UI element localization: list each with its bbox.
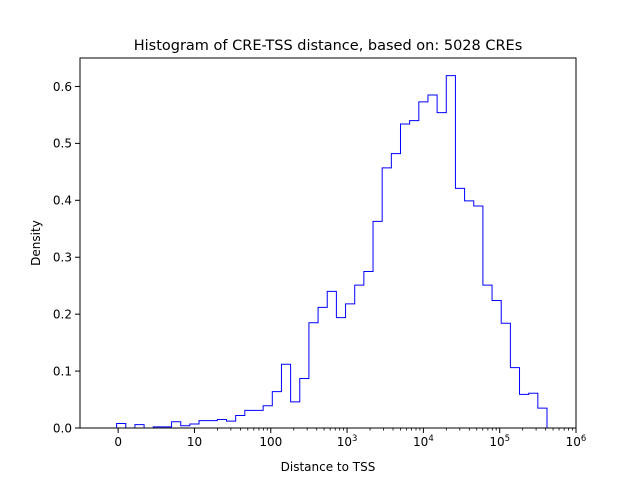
y-tick-label: 0.2 — [53, 307, 72, 321]
y-tick-label: 0.3 — [53, 251, 72, 265]
plot-frame — [79, 57, 577, 429]
y-tick-label: 0.5 — [53, 137, 72, 151]
y-axis-label: Density — [29, 220, 43, 266]
y-tick-label: 0.4 — [53, 194, 72, 208]
y-tick-label: 0.6 — [53, 80, 72, 94]
y-tick-label: 0.0 — [53, 421, 72, 435]
x-tick-label: 10 — [187, 435, 202, 449]
y-axis: 0.0 0.1 0.2 0.3 0.4 0.5 0.6 — [53, 80, 80, 435]
x-tick-label: 0 — [114, 435, 122, 449]
plot-area — [116, 75, 548, 429]
chart-title: Histogram of CRE-TSS distance, based on:… — [134, 38, 523, 54]
x-tick-label: 100 — [259, 435, 282, 449]
y-tick-label: 0.1 — [53, 364, 72, 378]
histogram-step-line — [116, 75, 548, 429]
x-axis-label: Distance to TSS — [281, 460, 376, 474]
